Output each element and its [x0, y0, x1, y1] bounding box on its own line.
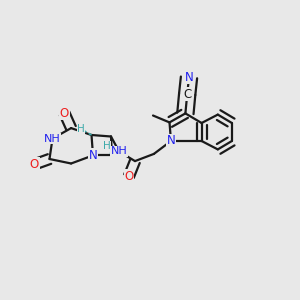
- Text: C: C: [183, 88, 191, 101]
- Text: O: O: [30, 158, 39, 171]
- Text: N: N: [184, 71, 194, 84]
- Text: O: O: [60, 107, 69, 120]
- Text: N: N: [88, 149, 98, 162]
- Text: N: N: [167, 134, 176, 148]
- Text: NH: NH: [111, 146, 128, 157]
- Text: NH: NH: [44, 134, 61, 144]
- Text: O: O: [124, 169, 134, 183]
- Text: H: H: [103, 141, 110, 152]
- Text: H: H: [77, 124, 85, 134]
